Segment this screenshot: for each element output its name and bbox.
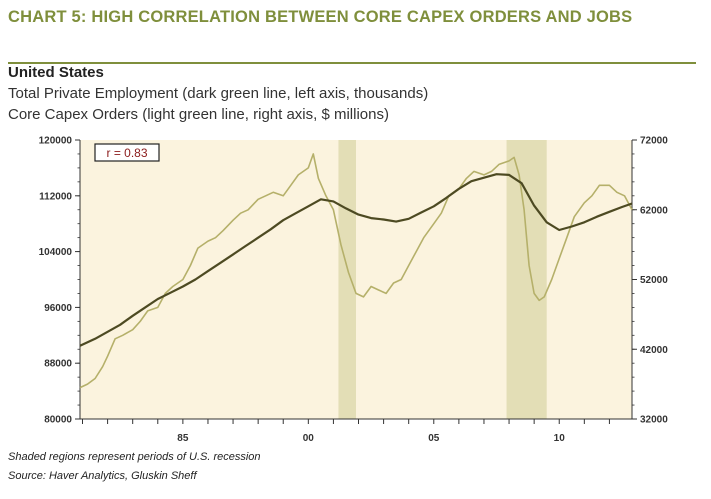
- x-tick-label: 10: [554, 433, 566, 444]
- right-tick-label: 72000: [640, 136, 668, 147]
- x-tick-label: 00: [303, 433, 315, 444]
- title-rule: [8, 62, 696, 64]
- correlation-label: r = 0.83: [106, 146, 147, 160]
- right-tick-label: 32000: [640, 415, 668, 426]
- employment-line: [79, 173, 633, 347]
- right-tick-label: 52000: [640, 275, 668, 286]
- left-tick-label: 112000: [39, 191, 72, 202]
- footnote: Shaded regions represent periods of U.S.…: [8, 451, 261, 463]
- region-label: United States: [8, 64, 104, 81]
- left-tick-label: 104000: [39, 247, 73, 258]
- capex-orders-line: [79, 153, 633, 389]
- left-tick-label: 120000: [39, 136, 73, 147]
- left-tick-label: 80000: [44, 415, 72, 426]
- chart-title: CHART 5: HIGH CORRELATION BETWEEN CORE C…: [8, 8, 633, 26]
- right-tick-label: 42000: [640, 345, 668, 356]
- correlation-box: [94, 143, 160, 162]
- x-tick-label: 85: [177, 433, 189, 444]
- left-tick-label: 88000: [44, 359, 72, 370]
- right-tick-label: 62000: [640, 205, 668, 216]
- x-tick-label: 05: [428, 433, 440, 444]
- source-note: Source: Haver Analytics, Gluskin Sheff: [8, 470, 197, 482]
- left-tick-label: 96000: [44, 303, 72, 314]
- recession-band-2: [506, 140, 547, 419]
- series-description-employment: Total Private Employment (dark green lin…: [8, 85, 429, 102]
- recession-band-1: [338, 140, 356, 419]
- series-description-capex: Core Capex Orders (light green line, rig…: [8, 106, 389, 123]
